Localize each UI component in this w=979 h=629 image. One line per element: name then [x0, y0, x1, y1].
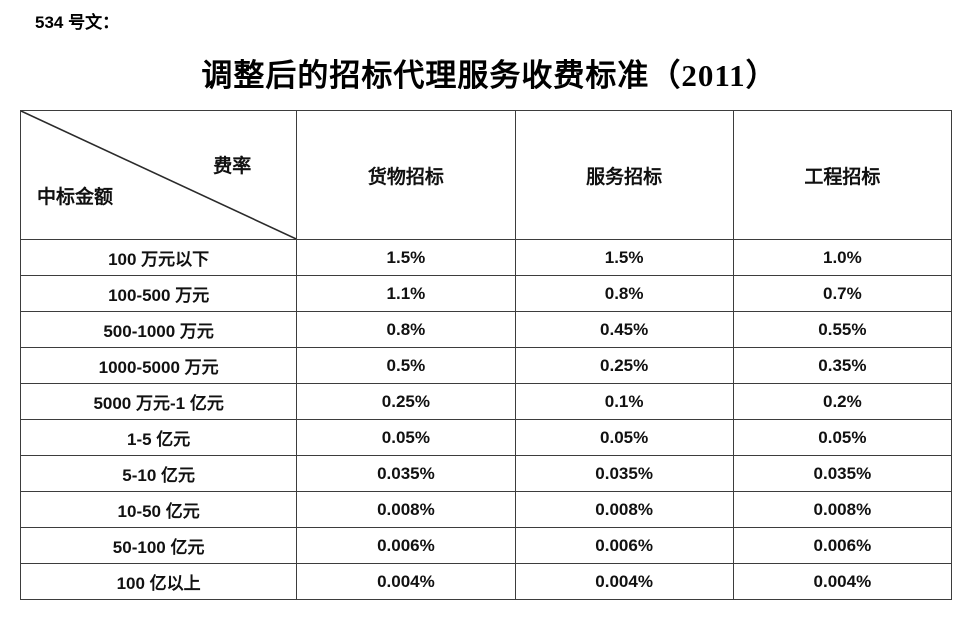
rate-cell: 0.35%: [732, 347, 953, 384]
rate-cell: 0.008%: [732, 491, 953, 528]
rate-cell: 0.25%: [514, 347, 734, 384]
rate-cell: 0.05%: [296, 419, 516, 456]
amount-range-cell: 5000 万元-1 亿元: [19, 383, 298, 420]
rate-cell: 0.008%: [296, 491, 516, 528]
rate-axis-label: 费率: [213, 156, 252, 177]
amount-range-cell: 50-100 亿元: [19, 527, 298, 564]
rate-cell: 0.004%: [296, 563, 516, 600]
fee-table: 费率 中标金额 货物招标 服务招标 工程招标 100 万元以下 1.5% 1.5…: [19, 110, 953, 600]
amount-range-cell: 100-500 万元: [19, 275, 298, 312]
doc-number-label: 534 号文：: [35, 13, 120, 32]
rate-cell: 0.006%: [296, 527, 516, 564]
rate-cell: 0.05%: [732, 419, 953, 456]
rate-cell: 0.7%: [732, 275, 953, 312]
rate-cell: 0.004%: [732, 563, 953, 600]
rate-cell: 1.5%: [296, 239, 516, 276]
amount-range-cell: 500-1000 万元: [19, 311, 298, 348]
column-header-service-tender: 服务招标: [514, 110, 734, 240]
diagonal-divider-line: [21, 111, 296, 239]
rate-cell: 0.05%: [514, 419, 734, 456]
corner-header-cell: 费率 中标金额: [19, 110, 298, 240]
column-header-goods-tender: 货物招标: [296, 110, 516, 240]
rate-cell: 0.006%: [732, 527, 953, 564]
rate-cell: 0.5%: [296, 347, 516, 384]
rate-cell: 0.035%: [732, 455, 953, 492]
amount-range-cell: 5-10 亿元: [19, 455, 298, 492]
amount-range-cell: 1000-5000 万元: [19, 347, 298, 384]
rate-cell: 0.55%: [732, 311, 953, 348]
table-row: 1-5 亿元 0.05% 0.05% 0.05%: [19, 419, 953, 456]
rate-cell: 0.006%: [514, 527, 734, 564]
table-header-row: 费率 中标金额 货物招标 服务招标 工程招标: [19, 110, 953, 240]
column-header-engineering-tender: 工程招标: [732, 110, 953, 240]
rate-cell: 1.0%: [732, 239, 953, 276]
amount-axis-label: 中标金额: [37, 187, 114, 208]
table-row: 50-100 亿元 0.006% 0.006% 0.006%: [19, 527, 953, 564]
rate-cell: 1.5%: [514, 239, 734, 276]
page-title: 调整后的招标代理服务收费标准（2011）: [201, 58, 778, 93]
rate-cell: 0.2%: [732, 383, 953, 420]
table-row: 1000-5000 万元 0.5% 0.25% 0.35%: [19, 347, 953, 384]
rate-cell: 0.035%: [514, 455, 734, 492]
rate-cell: 0.45%: [514, 311, 734, 348]
amount-range-cell: 10-50 亿元: [19, 491, 298, 528]
rate-cell: 0.008%: [514, 491, 734, 528]
table-row: 10-50 亿元 0.008% 0.008% 0.008%: [19, 491, 953, 528]
rate-cell: 0.004%: [514, 563, 734, 600]
amount-range-cell: 100 亿以上: [19, 563, 298, 600]
rate-cell: 1.1%: [296, 275, 516, 312]
table-row: 100 万元以下 1.5% 1.5% 1.0%: [19, 239, 953, 276]
rate-cell: 0.25%: [296, 383, 516, 420]
table-row: 500-1000 万元 0.8% 0.45% 0.55%: [19, 311, 953, 348]
table-row: 100-500 万元 1.1% 0.8% 0.7%: [19, 275, 953, 312]
rate-cell: 0.1%: [514, 383, 734, 420]
rate-cell: 0.8%: [296, 311, 516, 348]
table-row: 5000 万元-1 亿元 0.25% 0.1% 0.2%: [19, 383, 953, 420]
rate-cell: 0.035%: [296, 455, 516, 492]
table-row: 5-10 亿元 0.035% 0.035% 0.035%: [19, 455, 953, 492]
rate-cell: 0.8%: [514, 275, 734, 312]
amount-range-cell: 100 万元以下: [19, 239, 298, 276]
table-row: 100 亿以上 0.004% 0.004% 0.004%: [19, 563, 953, 600]
amount-range-cell: 1-5 亿元: [19, 419, 298, 456]
